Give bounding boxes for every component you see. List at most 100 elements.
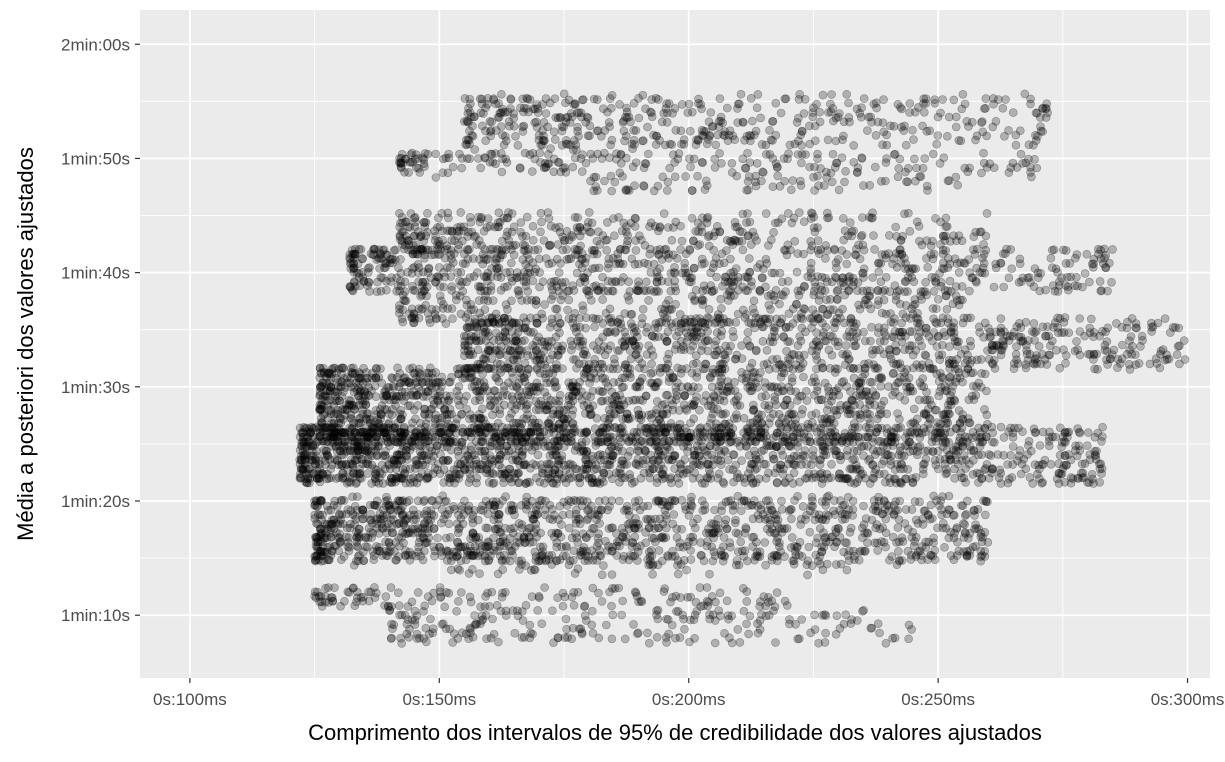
scatter-point xyxy=(894,410,902,418)
scatter-point xyxy=(558,127,566,135)
scatter-point xyxy=(703,286,711,294)
scatter-point xyxy=(613,396,621,404)
scatter-point xyxy=(322,387,330,395)
scatter-point xyxy=(526,269,534,277)
scatter-point xyxy=(1132,320,1140,328)
scatter-point xyxy=(564,306,572,314)
scatter-point xyxy=(832,264,840,272)
scatter-point xyxy=(710,232,718,240)
scatter-point xyxy=(1062,352,1070,360)
scatter-point xyxy=(638,314,646,322)
scatter-point xyxy=(664,391,672,399)
scatter-point xyxy=(377,287,385,295)
scatter-point xyxy=(651,222,659,230)
scatter-point xyxy=(1012,131,1020,139)
scatter-point xyxy=(910,405,918,413)
scatter-point xyxy=(939,96,947,104)
scatter-point xyxy=(936,159,944,167)
scatter-point xyxy=(484,215,492,223)
scatter-point xyxy=(661,314,669,322)
scatter-point xyxy=(408,305,416,313)
scatter-point xyxy=(523,213,531,221)
scatter-point xyxy=(631,214,639,222)
scatter-point xyxy=(684,333,692,341)
scatter-point xyxy=(999,250,1007,258)
scatter-point xyxy=(444,397,452,405)
scatter-point xyxy=(882,254,890,262)
scatter-point xyxy=(550,168,558,176)
scatter-point xyxy=(607,172,615,180)
scatter-point xyxy=(544,402,552,410)
scatter-point xyxy=(1035,342,1043,350)
scatter-point xyxy=(678,365,686,373)
scatter-point xyxy=(603,236,611,244)
scatter-point xyxy=(994,96,1002,104)
scatter-point xyxy=(346,282,354,290)
scatter-point xyxy=(873,104,881,112)
scatter-point xyxy=(713,318,721,326)
scatter-point xyxy=(1062,359,1070,367)
scatter-point xyxy=(422,301,430,309)
scatter-point xyxy=(467,300,475,308)
scatter-point xyxy=(574,123,582,131)
scatter-point xyxy=(765,301,773,309)
scatter-point xyxy=(513,274,521,282)
scatter-point xyxy=(372,411,380,419)
scatter-point xyxy=(946,277,954,285)
scatter-point xyxy=(883,410,891,418)
scatter-point xyxy=(599,105,607,113)
scatter-point xyxy=(592,183,600,191)
scatter-point xyxy=(762,210,770,218)
scatter-point xyxy=(829,117,837,125)
scatter-point xyxy=(621,342,629,350)
scatter-point xyxy=(858,214,866,222)
scatter-point xyxy=(457,268,465,276)
scatter-point xyxy=(1135,359,1143,367)
scatter-point xyxy=(865,415,873,423)
scatter-point xyxy=(1025,141,1033,149)
scatter-point xyxy=(731,136,739,144)
scatter-point xyxy=(770,292,778,300)
scatter-point xyxy=(561,99,569,107)
scatter-point xyxy=(317,369,325,377)
scatter-point xyxy=(964,123,972,131)
scatter-point xyxy=(823,214,831,222)
scatter-point xyxy=(781,401,789,409)
scatter-point xyxy=(909,126,917,134)
scatter-point xyxy=(830,306,838,314)
scatter-point xyxy=(693,369,701,377)
scatter-point xyxy=(516,164,524,172)
scatter-point xyxy=(617,278,625,286)
scatter-point xyxy=(554,323,562,331)
scatter-point xyxy=(901,346,909,354)
scatter-point xyxy=(394,264,402,272)
scatter-point xyxy=(489,297,497,305)
scatter-point xyxy=(569,163,577,171)
scatter-point xyxy=(400,397,408,405)
scatter-point xyxy=(939,259,947,267)
scatter-point xyxy=(1101,263,1109,271)
scatter-point xyxy=(573,364,581,372)
scatter-point xyxy=(1112,319,1120,327)
scatter-point xyxy=(759,337,767,345)
scatter-point xyxy=(774,219,782,227)
scatter-point xyxy=(617,320,625,328)
scatter-point xyxy=(833,287,841,295)
scatter-point xyxy=(843,260,851,268)
scatter-point xyxy=(1173,351,1181,359)
scatter-point xyxy=(744,177,752,185)
scatter-point xyxy=(463,117,471,125)
scatter-point xyxy=(789,177,797,185)
scatter-point xyxy=(1118,341,1126,349)
scatter-point xyxy=(723,104,731,112)
scatter-point xyxy=(395,305,403,313)
scatter-point xyxy=(913,415,921,423)
scatter-point xyxy=(461,374,469,382)
scatter-point xyxy=(645,296,653,304)
scatter-point xyxy=(734,393,742,401)
scatter-point xyxy=(565,296,573,304)
scatter-point xyxy=(677,127,685,135)
scatter-point xyxy=(624,232,632,240)
scatter-point xyxy=(365,279,373,287)
scatter-point xyxy=(399,318,407,326)
